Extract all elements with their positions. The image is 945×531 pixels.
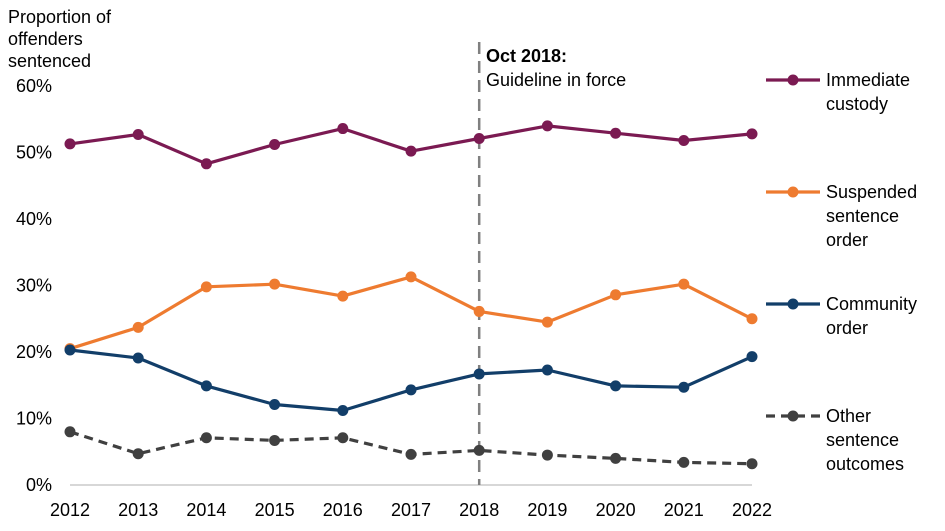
legend-label: Immediate custody [826, 70, 911, 114]
data-point [541, 316, 553, 328]
series-line [69, 275, 753, 351]
data-point [269, 434, 281, 446]
y-tick-label: 60% [16, 76, 52, 96]
data-point [405, 384, 417, 396]
data-point [337, 123, 349, 135]
x-tick-label: 2020 [596, 500, 636, 520]
y-tick-label: 0% [26, 475, 52, 495]
data-point [200, 380, 212, 392]
data-point [678, 135, 690, 147]
series-2 [64, 344, 758, 417]
data-point [269, 139, 281, 151]
data-point [473, 444, 485, 456]
y-axis-title: Proportion of offenders sentenced [8, 6, 158, 72]
x-tick-label: 2012 [50, 500, 90, 520]
data-point [746, 128, 758, 140]
y-tick-label: 30% [16, 276, 52, 296]
y-axis-title-line: Proportion of [8, 7, 112, 27]
x-tick-label: 2015 [255, 500, 295, 520]
data-point [678, 381, 690, 393]
y-tick-label: 20% [16, 342, 52, 362]
legend-label: Other sentence outcomes [826, 406, 905, 474]
data-point [269, 278, 281, 290]
data-point [200, 281, 212, 293]
data-point [473, 368, 485, 380]
data-point [337, 432, 349, 444]
guideline-annotation: Oct 2018: Guideline in force [486, 44, 626, 92]
annotation-text: Guideline in force [486, 70, 627, 90]
x-tick-label: 2014 [186, 500, 226, 520]
x-tick-label: 2022 [732, 500, 772, 520]
legend-label: Suspended sentence order [826, 182, 918, 250]
legend-marker [787, 298, 799, 310]
x-tick-label: 2018 [459, 500, 499, 520]
data-point [64, 426, 76, 438]
series-lines [64, 120, 758, 470]
data-point [132, 352, 144, 364]
y-tick-label: 10% [16, 409, 52, 429]
legend-swatch [766, 74, 820, 86]
x-tick-label: 2016 [323, 500, 363, 520]
data-point [678, 278, 690, 290]
legend-label: Community order [826, 294, 918, 338]
data-point [610, 127, 622, 139]
y-axis-title-line: offenders [8, 29, 83, 49]
legend-marker [787, 186, 799, 198]
data-point [64, 344, 76, 356]
data-point [541, 120, 553, 132]
data-point [473, 133, 485, 145]
data-point [405, 271, 417, 283]
data-point [541, 364, 553, 376]
series-0 [64, 120, 758, 170]
x-tick-label: 2021 [664, 500, 704, 520]
y-tick-label: 50% [16, 143, 52, 163]
data-point [746, 458, 758, 470]
data-point [541, 449, 553, 461]
data-point [269, 399, 281, 411]
data-point [64, 138, 76, 150]
y-tick-labels: 0% 10% 20% 30% 40% 50% 60% [16, 76, 52, 495]
data-point [610, 452, 622, 464]
data-point [337, 405, 349, 417]
data-point [405, 448, 417, 460]
data-point [405, 145, 417, 157]
y-tick-label: 40% [16, 209, 52, 229]
x-tick-labels: 2012 2013 2014 2015 2016 2017 2018 2019 2020 2021… [50, 500, 772, 520]
y-axis-title-line: sentenced [8, 51, 92, 71]
data-point [678, 456, 690, 468]
series-line [69, 348, 753, 413]
legend-marker [787, 410, 799, 422]
legend-swatch [766, 298, 820, 310]
data-point [610, 289, 622, 301]
legend-swatch [766, 410, 820, 422]
data-point [746, 313, 758, 325]
legend-marker [787, 74, 799, 86]
annotation-title: Oct 2018: [486, 46, 568, 66]
data-point [132, 129, 144, 141]
data-point [132, 448, 144, 460]
x-tick-label: 2017 [391, 500, 431, 520]
x-tick-label: 2013 [118, 500, 158, 520]
series-line [69, 124, 753, 166]
data-point [610, 380, 622, 392]
legend: Immediate custody Suspended sentence ord… [764, 0, 944, 531]
data-point [473, 305, 485, 317]
data-point [132, 321, 144, 333]
data-point [200, 158, 212, 170]
series-3 [64, 426, 758, 470]
data-point [200, 432, 212, 444]
x-tick-label: 2019 [527, 500, 567, 520]
series-1 [64, 271, 758, 355]
data-point [337, 290, 349, 302]
legend-swatch [766, 186, 820, 198]
data-point [746, 351, 758, 363]
